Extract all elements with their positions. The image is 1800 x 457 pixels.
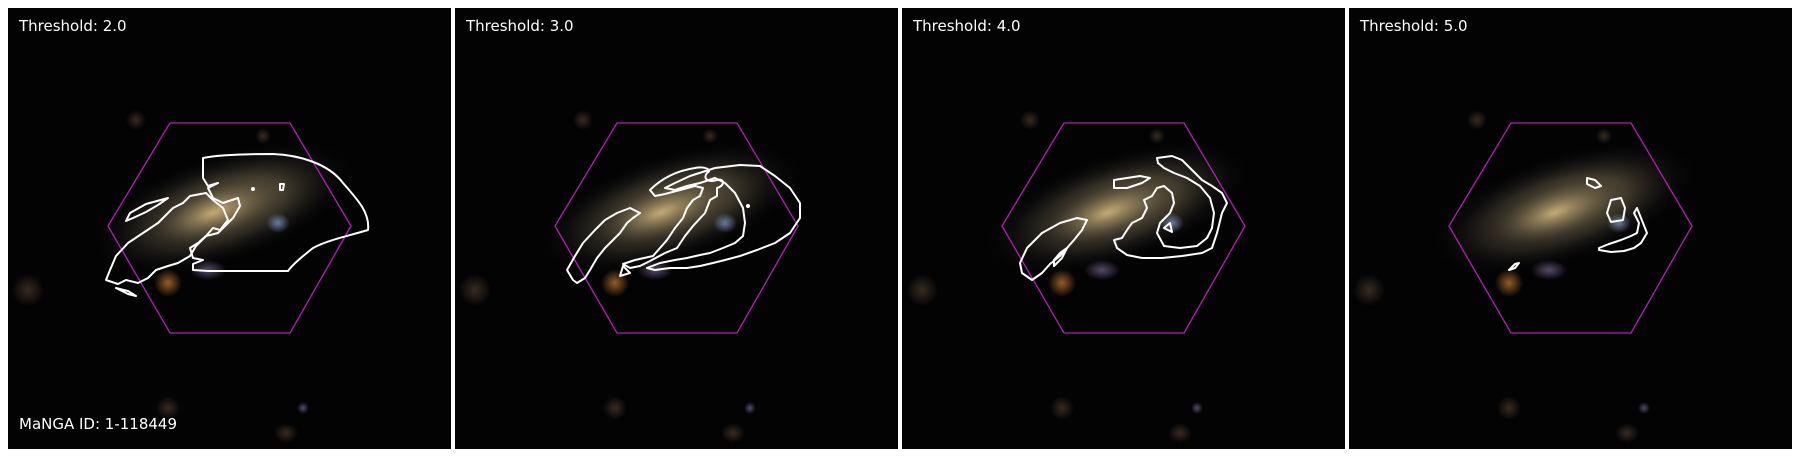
panel-threshold-5: Threshold: 5.0 <box>1349 8 1792 449</box>
contour-lines <box>566 164 801 284</box>
galaxy-image <box>8 8 451 449</box>
panel-threshold-2: Threshold: 2.0 MaNGA ID: 1-118449 <box>8 8 451 449</box>
threshold-label: Threshold: 2.0 <box>19 17 127 35</box>
contour-lines <box>105 153 370 297</box>
galaxy-image <box>902 8 1345 449</box>
contour-lines <box>1019 155 1228 281</box>
threshold-label: Threshold: 5.0 <box>1360 17 1468 35</box>
contour-lines <box>1508 177 1648 271</box>
threshold-label: Threshold: 3.0 <box>466 17 574 35</box>
galaxy-image <box>455 8 898 449</box>
manga-id-label: MaNGA ID: 1-118449 <box>19 415 178 433</box>
threshold-label: Threshold: 4.0 <box>913 17 1021 35</box>
panel-threshold-3: Threshold: 3.0 <box>455 8 898 449</box>
panel-threshold-4: Threshold: 4.0 <box>902 8 1345 449</box>
galaxy-image <box>1349 8 1792 449</box>
